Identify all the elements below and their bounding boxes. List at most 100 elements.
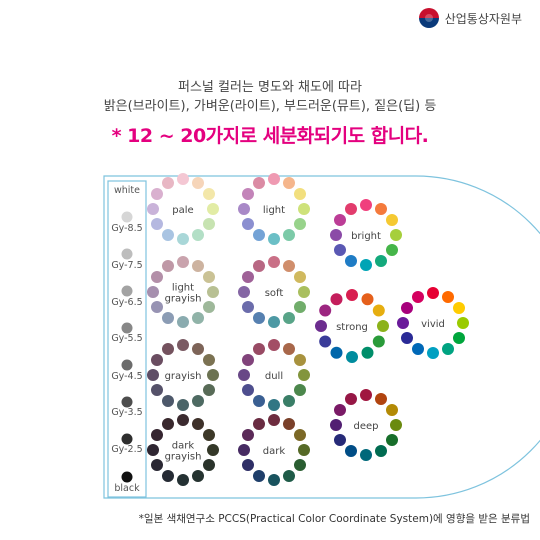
color-dot [330, 419, 342, 431]
gray-scale-label: white [114, 185, 140, 196]
color-dot [294, 384, 306, 396]
gray-scale-label: Gy-5.5 [111, 333, 142, 344]
tone-label: bright [351, 231, 381, 242]
color-dot [412, 291, 424, 303]
gray-scale-label: Gy-8.5 [111, 223, 142, 234]
color-dot [386, 244, 398, 256]
color-dot [192, 470, 204, 482]
color-dot [162, 470, 174, 482]
color-dot [427, 287, 439, 299]
color-dot [242, 271, 254, 283]
gray-scale-label: Gy-6.5 [111, 297, 142, 308]
color-dot [203, 218, 215, 230]
color-dot [386, 404, 398, 416]
gray-scale-item: Gy-7.5 [111, 248, 143, 271]
ministry-header: 산업통상자원부 [418, 8, 522, 28]
color-dot [294, 429, 306, 441]
color-dot [177, 233, 189, 245]
color-dot [372, 304, 385, 317]
gray-scale-item: Gy-4.5 [111, 359, 143, 382]
color-dot [360, 199, 372, 211]
color-dot [268, 474, 280, 486]
gray-scale-label: Gy-4.5 [111, 371, 142, 382]
color-dot [334, 434, 346, 446]
color-dot [372, 335, 385, 348]
color-dot [397, 317, 409, 329]
color-dot [386, 434, 398, 446]
color-dot [453, 302, 465, 314]
color-dot [283, 395, 295, 407]
color-dot [283, 177, 295, 189]
color-dot [192, 229, 204, 241]
gray-swatch [121, 211, 133, 223]
gray-scale-item: white [114, 185, 140, 196]
color-dot [360, 259, 372, 271]
tone-label: grayish [165, 452, 202, 463]
color-dot [147, 203, 159, 215]
color-dot [203, 188, 215, 200]
tone-label: deep [354, 421, 379, 432]
gray-scale-label: black [114, 483, 140, 494]
color-dot [177, 316, 189, 328]
color-dot [283, 343, 295, 355]
color-dot [253, 312, 265, 324]
color-dot [253, 418, 265, 430]
color-dot [162, 177, 174, 189]
color-dot [162, 395, 174, 407]
gray-scale-item: Gy-3.5 [111, 396, 143, 418]
government-emblem-icon [418, 8, 439, 28]
tone-wheel: pale [147, 173, 219, 245]
color-dot [253, 470, 265, 482]
color-dot [238, 203, 250, 215]
color-dot [298, 203, 310, 215]
gray-swatch [121, 396, 133, 408]
gray-scale-label: Gy-2.5 [111, 444, 142, 455]
color-dot [238, 444, 250, 456]
color-dot [192, 177, 204, 189]
color-dot [361, 346, 374, 359]
color-dot [412, 343, 424, 355]
color-dot [346, 351, 358, 363]
color-dot [207, 286, 219, 298]
color-dot [151, 301, 163, 313]
color-dot [401, 332, 413, 344]
gray-swatch [121, 359, 133, 371]
color-dot [375, 393, 387, 405]
color-dot [151, 188, 163, 200]
color-dot [207, 369, 219, 381]
gray-scale-item: Gy-6.5 [111, 285, 143, 308]
color-dot [294, 271, 306, 283]
tone-label: light [263, 205, 285, 216]
footnote: *일본 색채연구소 PCCS(Practical Color Coordinat… [138, 513, 530, 525]
color-dot [345, 255, 357, 267]
gray-scale-item: Gy-2.5 [111, 433, 143, 455]
color-dot [177, 474, 189, 486]
color-dot [192, 260, 204, 272]
color-dot [203, 459, 215, 471]
color-dot [375, 255, 387, 267]
color-dot [268, 316, 280, 328]
color-dot [283, 312, 295, 324]
gray-scale-item: Gy-5.5 [111, 322, 143, 344]
tone-wheel: bright [330, 199, 402, 271]
color-dot [360, 389, 372, 401]
color-dot [427, 347, 439, 359]
color-dot [346, 289, 358, 301]
ministry-name: 산업통상자원부 [444, 11, 522, 26]
gray-scale: white Gy-8.5 Gy-7.5 Gy-6.5 Gy-5.5 Gy-4.5 Gy-3.… [111, 185, 142, 494]
color-dot [192, 395, 204, 407]
color-dot [401, 302, 413, 314]
color-dot [151, 429, 163, 441]
color-dot [319, 335, 332, 348]
color-dot [242, 354, 254, 366]
tone-wheel: soft [238, 256, 310, 328]
color-dot [203, 429, 215, 441]
color-dot [203, 384, 215, 396]
color-dot [203, 271, 215, 283]
color-dot [203, 301, 215, 313]
color-dot [298, 444, 310, 456]
gray-scale-item: Gy-8.5 [111, 211, 143, 234]
tone-label: grayish [165, 294, 202, 305]
color-dot [375, 445, 387, 457]
